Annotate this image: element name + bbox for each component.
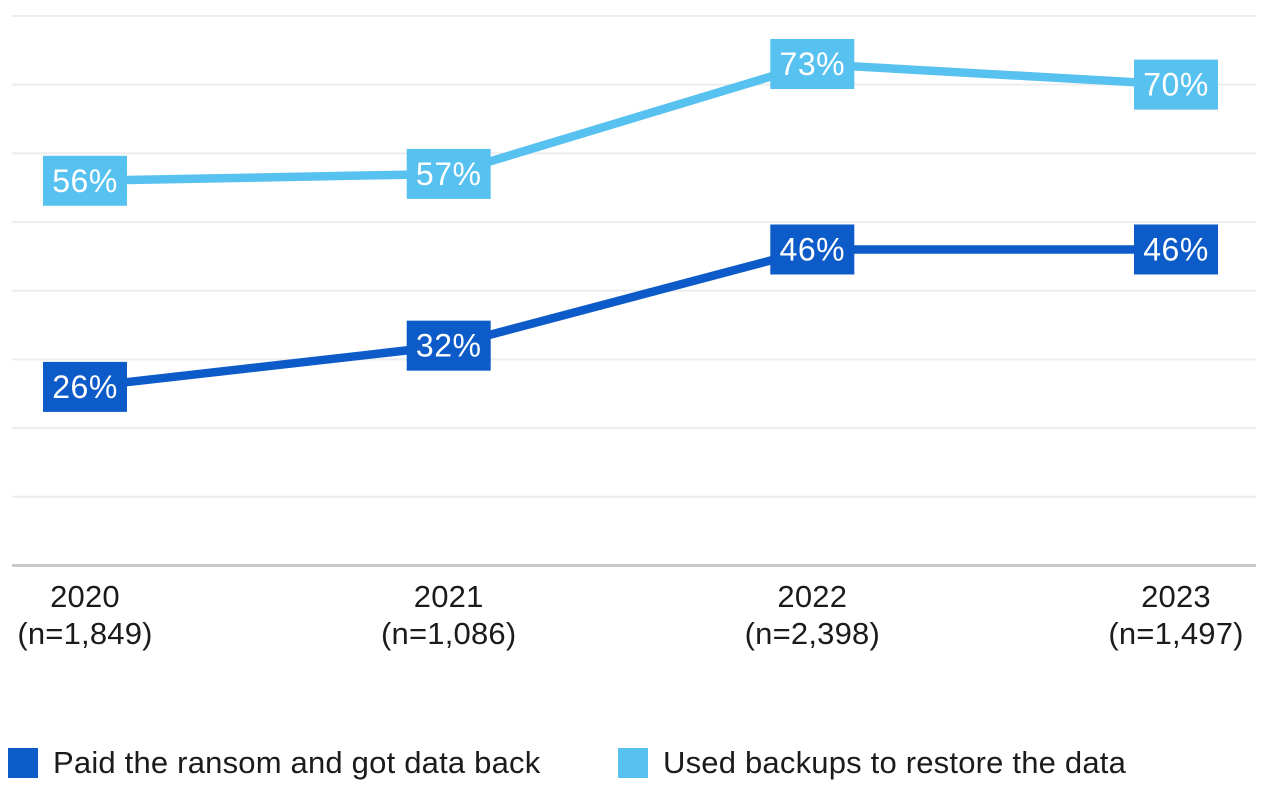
sample-size-label: (n=1,086)	[381, 616, 517, 651]
legend-label: Paid the ransom and got data back	[53, 745, 541, 780]
year-label: 2020	[50, 579, 120, 614]
data-label-box-2023	[1134, 59, 1218, 110]
data-label-2022: 46%	[780, 231, 846, 267]
x-axis-label-2022: 2022 (n=2,398)	[745, 578, 880, 652]
legend-swatch-light-blue	[618, 748, 648, 778]
data-label-box-2020	[43, 361, 127, 412]
series-line-light_blue	[84, 59, 1177, 186]
data-label-box-2021	[406, 148, 491, 199]
series-line-dark_blue	[84, 245, 1176, 392]
x-axis-label-2021: 2021 (n=1,086)	[381, 578, 516, 652]
sample-size-label: (n=1,497)	[1108, 616, 1244, 651]
year-label: 2021	[413, 579, 484, 614]
data-label-2022: 73%	[780, 46, 846, 82]
sample-size-label: (n=1,849)	[17, 616, 153, 651]
legend-item-used-backups: Used backups to restore the data	[618, 744, 1126, 782]
data-label-2020: 56%	[52, 163, 118, 199]
legend-label: Used backups to restore the data	[663, 745, 1127, 780]
data-label-box-2020	[43, 155, 127, 206]
data-label-2023: 46%	[1143, 231, 1209, 267]
x-axis-label-2020: 2020 (n=1,849)	[17, 578, 152, 652]
sample-size-label: (n=2,398)	[744, 616, 880, 651]
legend-swatch-dark-blue	[8, 748, 38, 778]
year-label: 2023	[1141, 579, 1211, 614]
line-chart-svg: 26% 32% 46% 46% 56% 57% 73% 70%	[12, 14, 1256, 567]
year-label: 2022	[777, 579, 848, 614]
x-axis-label-2023: 2023 (n=1,497)	[1108, 578, 1243, 652]
data-label-2021: 57%	[416, 156, 482, 192]
data-label-box-2023	[1134, 224, 1218, 275]
data-label-box-2021	[406, 320, 491, 371]
data-label-2021: 32%	[416, 328, 482, 364]
data-label-2020: 26%	[52, 369, 118, 405]
data-label-2023: 70%	[1143, 67, 1209, 103]
legend-item-paid-ransom: Paid the ransom and got data back	[8, 744, 540, 782]
data-label-box-2022	[770, 38, 855, 89]
data-label-box-2022	[770, 224, 855, 275]
